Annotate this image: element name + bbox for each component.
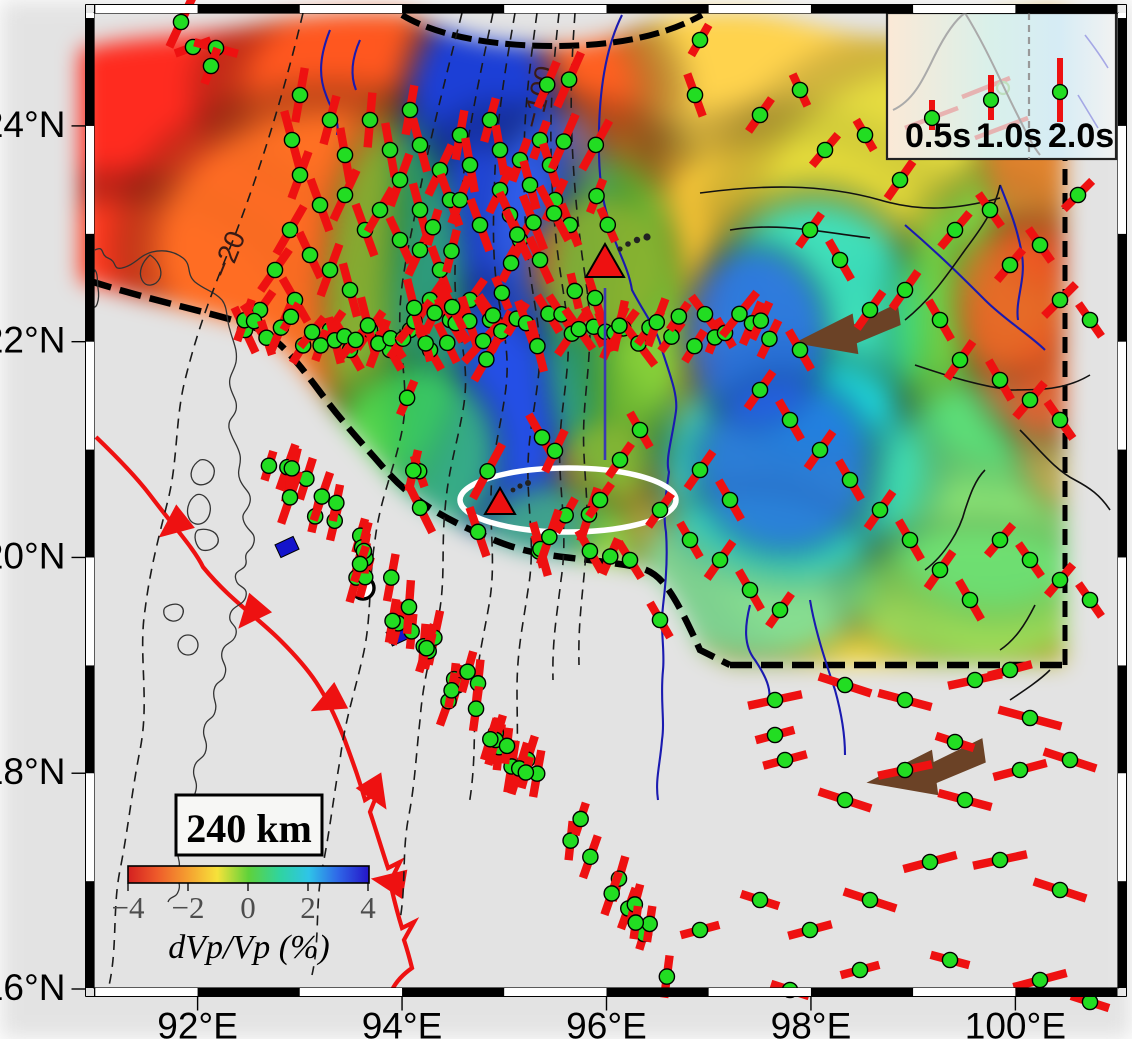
svg-text:92°E: 92°E	[157, 1006, 238, 1039]
svg-text:20°N: 20°N	[0, 535, 66, 576]
svg-text:96°E: 96°E	[566, 1006, 647, 1039]
svg-text:−20: −20	[205, 227, 252, 283]
svg-text:0.5s: 0.5s	[905, 117, 971, 155]
svg-text:2.0s: 2.0s	[1048, 117, 1114, 155]
svg-text:94°E: 94°E	[362, 1006, 443, 1039]
svg-text:240 km: 240 km	[186, 806, 312, 851]
svg-text:−4: −4	[112, 890, 145, 925]
svg-text:100°E: 100°E	[965, 1006, 1066, 1039]
svg-text:2: 2	[300, 890, 316, 925]
svg-text:4: 4	[360, 890, 376, 925]
svg-text:24°N: 24°N	[0, 104, 66, 145]
svg-text:16°N: 16°N	[0, 967, 66, 1008]
svg-text:98°E: 98°E	[771, 1006, 852, 1039]
svg-text:1.0s: 1.0s	[976, 117, 1042, 155]
svg-text:18°N: 18°N	[0, 751, 66, 792]
svg-text:−2: −2	[172, 890, 205, 925]
svg-text:dVp/Vp (%): dVp/Vp (%)	[168, 929, 329, 966]
svg-text:22°N: 22°N	[0, 320, 66, 361]
svg-text:0: 0	[240, 890, 256, 925]
